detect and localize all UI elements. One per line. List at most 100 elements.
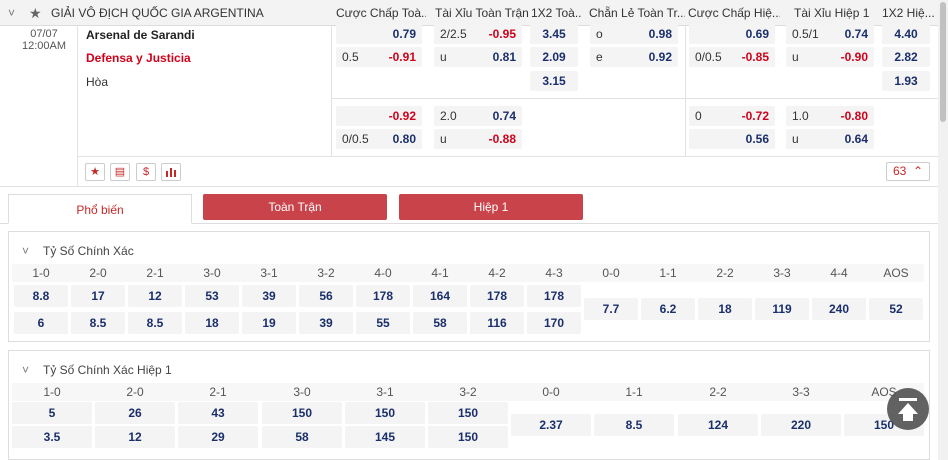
favorite-star-icon[interactable]: ★: [85, 163, 105, 181]
odds-ft-ou-over[interactable]: 2/2.5 -0.95: [434, 24, 522, 44]
odds-alt-h1-ou-under[interactable]: u 0.64: [786, 129, 874, 149]
score-odds-home[interactable]: 56: [299, 285, 353, 307]
tab-popular[interactable]: Phổ biến: [8, 194, 192, 224]
score-odds-away[interactable]: 145: [345, 426, 425, 448]
score-odds-draw[interactable]: 240: [812, 298, 866, 320]
score-odds-draw[interactable]: 6.2: [641, 298, 695, 320]
score-odds-home[interactable]: 164: [413, 285, 467, 307]
score-header: 3-1: [260, 266, 278, 280]
odds-ft-1x2-away[interactable]: 2.09: [530, 47, 578, 67]
score-odds-away[interactable]: 19: [242, 312, 296, 334]
collapse-chevron-icon[interactable]: ˅: [8, 6, 16, 20]
odds-ft-hdp-away[interactable]: 0.5 -0.91: [336, 47, 422, 67]
score-odds-draw[interactable]: 2.37: [511, 414, 591, 436]
score-odds-away[interactable]: 29: [178, 426, 258, 448]
ou-value: -0.90: [840, 50, 868, 64]
score-header-row: [12, 383, 924, 401]
hdp-value: 0.80: [392, 132, 416, 146]
score-odds-home[interactable]: 178: [527, 285, 581, 307]
tab-full-match[interactable]: Toàn Trận: [203, 194, 387, 220]
odds-alt-h1-ou-over[interactable]: 1.0 -0.80: [786, 106, 874, 126]
more-markets-button[interactable]: 63 ⌃: [886, 162, 930, 181]
odds-h1-1x2-away[interactable]: 2.82: [882, 47, 930, 67]
favorite-star-icon[interactable]: ★: [29, 5, 42, 21]
score-odds-draw[interactable]: 18: [698, 298, 752, 320]
collapse-chevron-icon[interactable]: ˅: [22, 363, 30, 377]
score-odds-away[interactable]: 8.5: [71, 312, 125, 334]
odds-ft-hdp-home[interactable]: 0.79: [336, 24, 422, 44]
scrollbar-thumb[interactable]: [940, 2, 946, 122]
odds-h1-hdp-away[interactable]: 0/0.5 -0.85: [689, 47, 775, 67]
scroll-top-button[interactable]: [887, 388, 929, 430]
chevron-up-icon: ⌃: [912, 164, 923, 178]
odds-alt-h1-hdp-away[interactable]: 0.56: [689, 129, 775, 149]
score-odds-draw[interactable]: 52: [869, 298, 923, 320]
score-odds-away[interactable]: 170: [527, 312, 581, 334]
odds-h1-1x2-home[interactable]: 4.40: [882, 24, 930, 44]
score-odds-away[interactable]: 12: [95, 426, 175, 448]
score-odds-home[interactable]: 53: [185, 285, 239, 307]
score-odds-home[interactable]: 39: [242, 285, 296, 307]
score-odds-away[interactable]: 6: [14, 312, 68, 334]
tab-first-half[interactable]: Hiệp 1: [399, 194, 583, 220]
score-odds-away[interactable]: 18: [185, 312, 239, 334]
score-odds-draw[interactable]: 8.5: [594, 414, 674, 436]
score-odds-home[interactable]: 26: [95, 402, 175, 424]
score-odds-away[interactable]: 58: [262, 426, 342, 448]
odds-h1-1x2-draw[interactable]: 1.93: [882, 71, 930, 91]
stats-icon[interactable]: ▤: [110, 163, 130, 181]
score-odds-home[interactable]: 178: [356, 285, 410, 307]
money-icon[interactable]: $: [136, 163, 156, 181]
ou-value: -0.88: [488, 132, 516, 146]
score-odds-home[interactable]: 8.8: [14, 285, 68, 307]
score-header: 3-0: [293, 385, 311, 399]
score-header: 4-2: [488, 266, 506, 280]
score-odds-away[interactable]: 116: [470, 312, 524, 334]
chart-icon[interactable]: [161, 163, 181, 181]
score-odds-home[interactable]: 12: [128, 285, 182, 307]
odds-h1-ou-under[interactable]: u -0.90: [786, 47, 874, 67]
col-h1-1x2: 1X2 Hiệ...: [882, 6, 935, 20]
collapse-chevron-icon[interactable]: ˅: [22, 244, 30, 258]
ou-value: 0.74: [492, 109, 516, 123]
odds-alt-ft-ou-over[interactable]: 2.0 0.74: [434, 106, 522, 126]
score-odds-home[interactable]: 178: [470, 285, 524, 307]
score-odds-home[interactable]: 43: [178, 402, 258, 424]
score-odds-home[interactable]: 150: [262, 402, 342, 424]
score-odds-home[interactable]: 17: [71, 285, 125, 307]
score-odds-away[interactable]: 39: [299, 312, 353, 334]
score-odds-draw[interactable]: 220: [761, 414, 841, 436]
score-header: 1-0: [43, 385, 61, 399]
score-odds-home[interactable]: 150: [345, 402, 425, 424]
odds-ft-1x2-draw[interactable]: 3.15: [530, 71, 578, 91]
ou-label: u: [440, 50, 447, 64]
odds-alt-h1-hdp-home[interactable]: 0 -0.72: [689, 106, 775, 126]
odds-h1-ou-over[interactable]: 0.5/1 0.74: [786, 24, 874, 44]
odds-ft-ou-under[interactable]: u 0.81: [434, 47, 522, 67]
scrollbar-track[interactable]: [938, 0, 948, 460]
score-header: 1-1: [625, 385, 643, 399]
odds-alt-ft-ou-under[interactable]: u -0.88: [434, 129, 522, 149]
score-odds-home[interactable]: 150: [428, 402, 508, 424]
score-odds-draw[interactable]: 7.7: [584, 298, 638, 320]
odds-alt-ft-hdp-home[interactable]: -0.92: [336, 106, 422, 126]
odds-oe-even[interactable]: e 0.92: [590, 47, 678, 67]
ou-label: u: [440, 132, 447, 146]
odds-h1-hdp-home[interactable]: 0.69: [689, 24, 775, 44]
score-odds-away[interactable]: 55: [356, 312, 410, 334]
odds-ft-1x2-home[interactable]: 3.45: [530, 24, 578, 44]
score-odds-home[interactable]: 5: [12, 402, 92, 424]
score-header: 3-0: [203, 266, 221, 280]
odds-alt-ft-hdp-away[interactable]: 0/0.5 0.80: [336, 129, 422, 149]
divider: [77, 26, 78, 186]
away-team[interactable]: Defensa y Justicia: [86, 51, 191, 65]
score-header: AOS: [883, 266, 909, 280]
home-team[interactable]: Arsenal de Sarandi: [86, 28, 195, 42]
score-odds-draw[interactable]: 124: [678, 414, 758, 436]
score-odds-away[interactable]: 8.5: [128, 312, 182, 334]
score-odds-draw[interactable]: 119: [755, 298, 809, 320]
odds-oe-odd[interactable]: o 0.98: [590, 24, 678, 44]
score-odds-away[interactable]: 58: [413, 312, 467, 334]
score-odds-away[interactable]: 150: [428, 426, 508, 448]
score-odds-away[interactable]: 3.5: [12, 426, 92, 448]
